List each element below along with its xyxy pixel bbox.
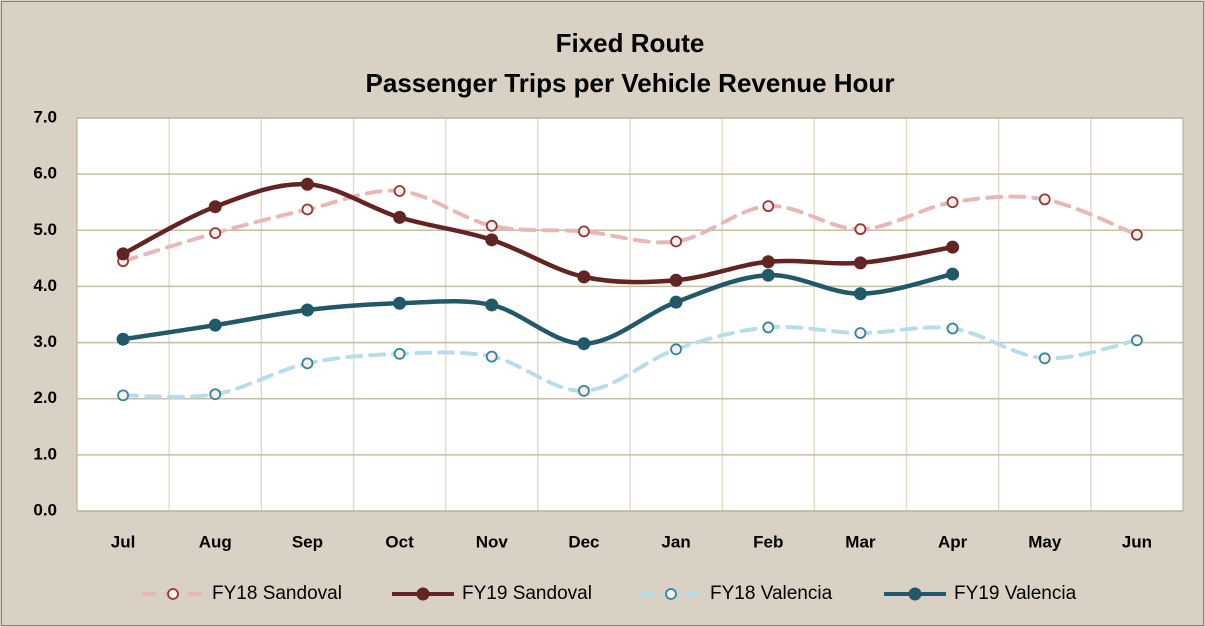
- data-point: [116, 247, 130, 261]
- series-line: [120, 181, 955, 285]
- legend-label: FY19 Sandoval: [462, 583, 592, 604]
- y-tick-label: 4.0: [33, 276, 57, 295]
- data-point: [761, 255, 775, 269]
- data-point: [209, 227, 222, 239]
- data-point: [485, 233, 499, 247]
- data-point: [577, 337, 591, 351]
- data-point: [300, 177, 314, 191]
- y-tick-label: 0.0: [33, 500, 57, 519]
- y-tick-label: 5.0: [33, 220, 57, 239]
- data-point: [762, 200, 775, 213]
- legend-label: FY18 Sandoval: [212, 583, 342, 604]
- data-point: [577, 270, 591, 284]
- data-point: [208, 200, 222, 214]
- data-point: [485, 298, 499, 312]
- data-point: [301, 203, 314, 216]
- legend-marker: [167, 588, 179, 600]
- data-point: [761, 268, 775, 282]
- y-tick-label: 7.0: [33, 107, 57, 126]
- data-point: [116, 332, 130, 346]
- y-tick-label: 2.0: [33, 388, 57, 407]
- data-point: [1038, 193, 1051, 206]
- data-point: [485, 350, 498, 363]
- x-tick-label: Oct: [385, 532, 414, 551]
- data-point: [946, 240, 960, 254]
- data-point: [301, 357, 314, 370]
- data-point: [393, 347, 406, 360]
- data-point: [117, 389, 129, 402]
- x-tick-label: Nov: [476, 532, 509, 551]
- x-tick-label: Mar: [845, 532, 876, 551]
- data-point: [669, 273, 683, 287]
- data-point: [946, 196, 959, 209]
- x-tick-label: Jan: [661, 532, 690, 551]
- legend-marker: [908, 587, 922, 601]
- legend-label: FY18 Valencia: [710, 583, 833, 604]
- x-tick-label: Apr: [938, 532, 968, 551]
- data-point: [946, 322, 959, 335]
- legend-marker: [416, 587, 430, 601]
- data-point: [1038, 352, 1051, 365]
- legend-label: FY19 Valencia: [954, 583, 1077, 604]
- x-tick-label: Jul: [111, 532, 136, 551]
- data-point: [208, 318, 222, 332]
- chart-title: Fixed Route: [556, 28, 705, 58]
- x-tick-label: Sep: [292, 532, 323, 551]
- x-tick-label: Aug: [199, 532, 232, 551]
- chart-subtitle: Passenger Trips per Vehicle Revenue Hour: [366, 68, 895, 98]
- series-line: [120, 271, 955, 346]
- data-point: [853, 256, 867, 270]
- data-point: [393, 296, 407, 310]
- x-tick-label: Feb: [753, 532, 783, 551]
- data-point: [393, 185, 406, 197]
- data-point: [485, 219, 498, 232]
- y-tick-label: 6.0: [33, 164, 57, 183]
- data-point: [393, 210, 407, 224]
- x-tick-label: May: [1028, 532, 1062, 551]
- legend-marker: [665, 588, 677, 600]
- data-point: [853, 287, 867, 301]
- y-tick-label: 3.0: [33, 332, 57, 351]
- y-tick-label: 1.0: [33, 444, 57, 463]
- data-point: [1131, 228, 1143, 241]
- x-tick-label: Jun: [1122, 532, 1152, 551]
- data-point: [300, 303, 314, 317]
- data-point: [209, 388, 222, 401]
- data-point: [669, 295, 683, 309]
- data-point: [670, 343, 682, 356]
- data-point: [578, 384, 590, 397]
- data-point: [946, 267, 960, 281]
- data-point: [1131, 334, 1143, 347]
- data-point: [670, 235, 682, 248]
- data-point: [854, 223, 867, 236]
- data-point: [854, 327, 867, 339]
- data-point: [762, 321, 775, 334]
- x-tick-label: Dec: [568, 532, 599, 551]
- plot-border: [76, 117, 1184, 512]
- data-point: [578, 225, 590, 238]
